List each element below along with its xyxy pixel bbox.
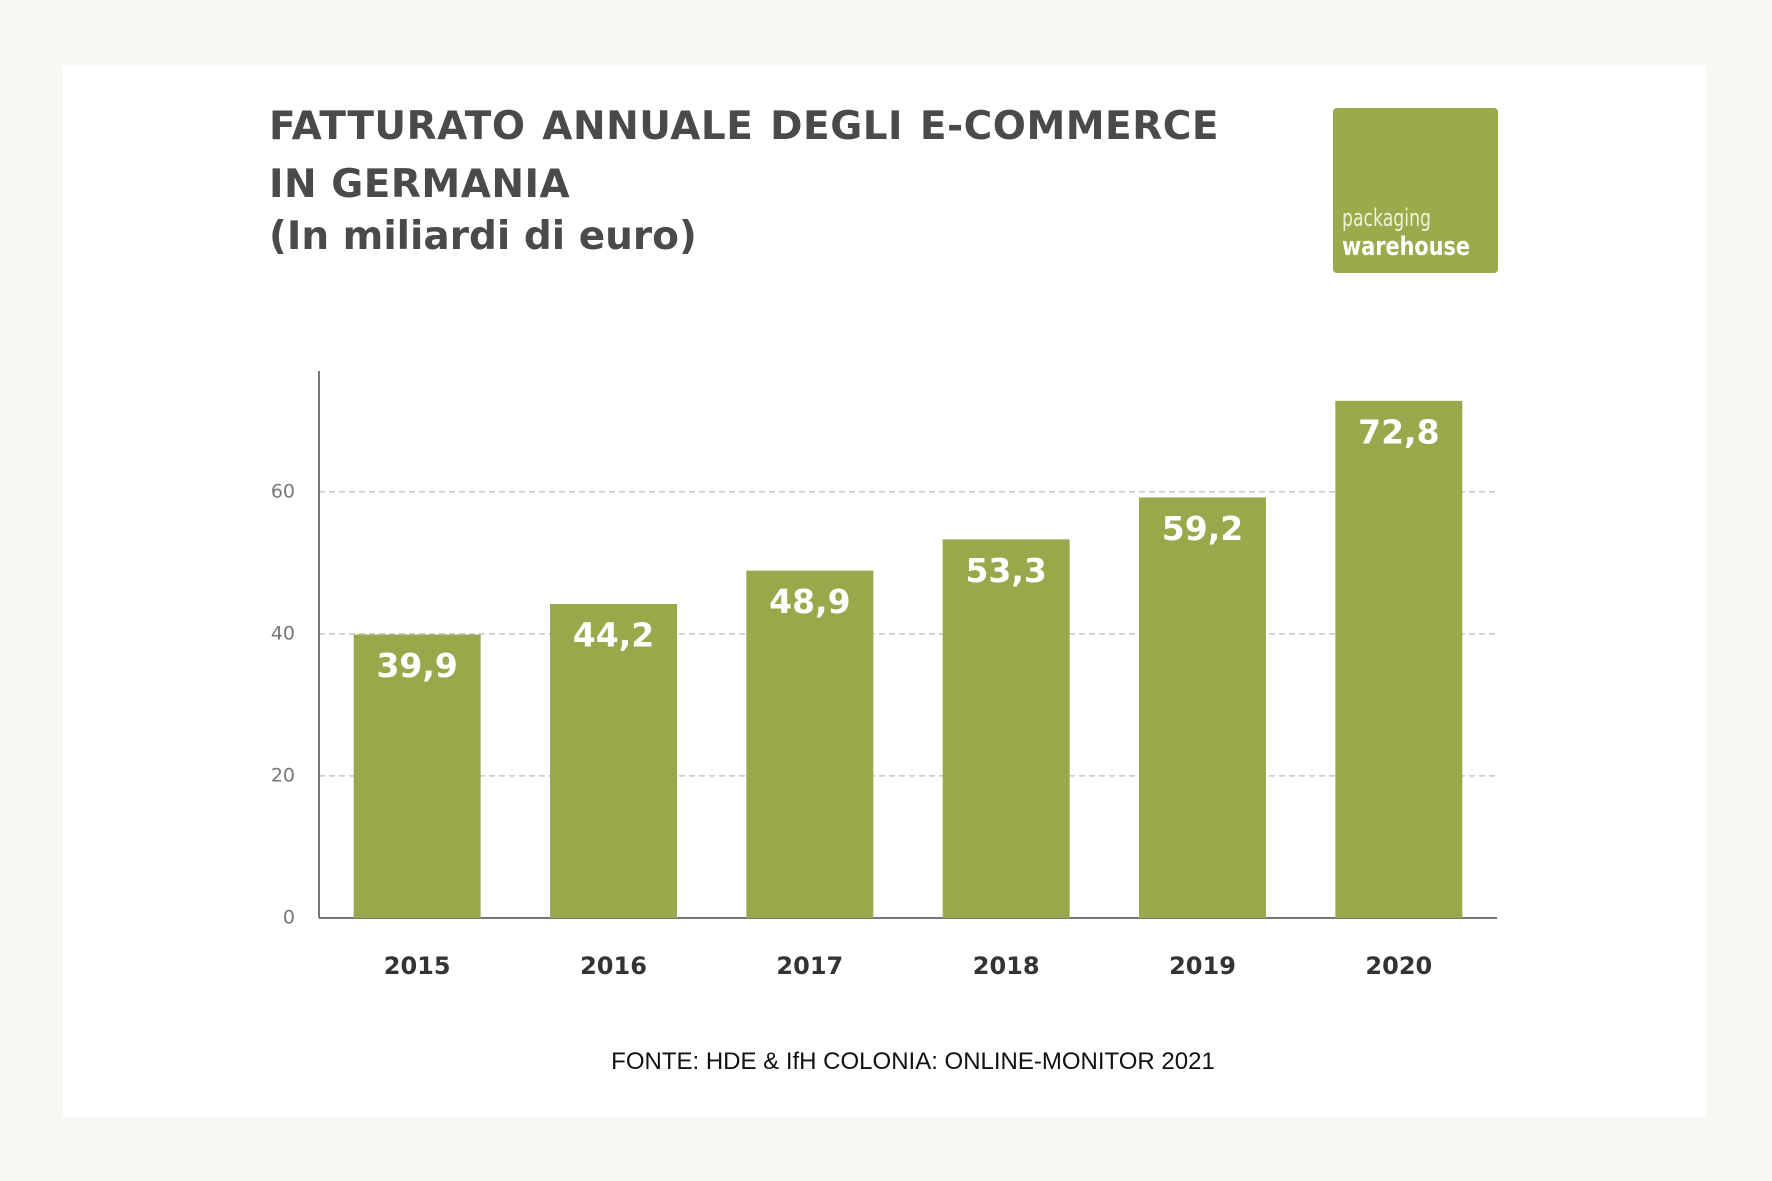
y-tick-label: 60 [271,480,295,502]
value-label: 53,3 [965,551,1046,590]
y-tick-label: 40 [271,622,295,644]
logo-text: packaging [1342,204,1431,232]
bar [942,539,1070,918]
bar [550,604,677,918]
value-label: 44,2 [573,616,654,655]
x-tick-label: 2018 [973,952,1040,980]
x-tick-label: 2019 [1169,952,1236,980]
logo-text: warehouse [1342,232,1471,262]
x-tick-label: 2016 [580,952,647,980]
source-note: FONTE: HDE & IfH COLONIA: ONLINE-MONITOR… [611,1048,1215,1075]
bar [1139,497,1266,918]
x-tick-label: 2017 [776,952,843,980]
value-label: 48,9 [769,582,850,621]
y-tick-label: 20 [271,764,295,786]
bar [746,570,874,918]
value-label: 59,2 [1162,509,1243,548]
logo: packaging warehouse [1333,108,1498,273]
chart-title: FATTURATO ANNUALE DEGLI E-COMMERCE IN GE… [269,104,1219,207]
value-label: 72,8 [1358,412,1439,451]
y-tick-label: 0 [283,907,295,929]
x-tick-label: 2015 [384,952,451,980]
bar [353,634,481,918]
chart-subtitle: (In miliardi di euro) [269,214,697,259]
x-tick-label: 2020 [1365,952,1432,980]
value-label: 39,9 [376,646,457,685]
bar [1335,400,1463,918]
